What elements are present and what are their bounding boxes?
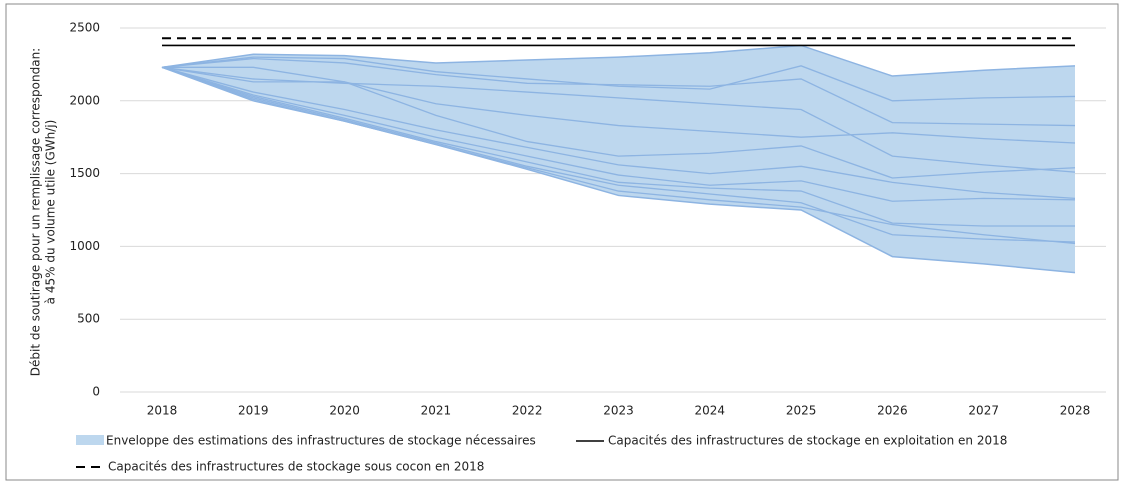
- scenario-line: [161, 56, 1076, 102]
- x-tick-label: 2024: [695, 404, 726, 418]
- x-tick-label: 2018: [147, 404, 178, 418]
- scenario-line: [161, 66, 1076, 200]
- scenario-line: [161, 66, 1076, 179]
- x-tick-label: 2020: [329, 404, 360, 418]
- x-tick-label: 2028: [1060, 404, 1091, 418]
- scenario-line: [161, 66, 1075, 227]
- y-tick-label: 0: [92, 385, 100, 399]
- y-tick-label: 2500: [69, 21, 100, 35]
- x-tick-label: 2021: [421, 404, 452, 418]
- y-axis-title-line: à 45% du volume utile (GWh/j): [44, 120, 58, 305]
- legend-label: Enveloppe des estimations des infrastruc…: [106, 434, 536, 448]
- y-axis-title: Débit de soutirage pour un remplissage c…: [29, 48, 58, 376]
- x-tick-label: 2019: [238, 404, 269, 418]
- scenario-line: [161, 66, 1076, 243]
- y-tick-label: 500: [77, 312, 100, 326]
- y-tick-label: 1500: [69, 166, 100, 180]
- legend-label: Capacités des infrastructures de stockag…: [108, 460, 484, 474]
- x-tick-label: 2025: [786, 404, 817, 418]
- x-tick-label: 2023: [603, 404, 634, 418]
- y-axis-title-line: Débit de soutirage pour un remplissage c…: [29, 48, 43, 376]
- envelope-upper-edge: [161, 44, 1076, 77]
- y-tick-label: 1000: [69, 239, 100, 253]
- scenario-line: [161, 57, 1076, 127]
- x-tick-label: 2026: [877, 404, 908, 418]
- y-tick-label: 2000: [69, 93, 100, 107]
- x-tick-label: 2022: [512, 404, 543, 418]
- scenario-line: [162, 66, 1076, 144]
- legend-label: Capacités des infrastructures de stockag…: [608, 434, 1007, 448]
- x-tick-label: 2027: [968, 404, 999, 418]
- scenario-line: [161, 66, 1076, 202]
- envelope-lower-edge: [161, 66, 1076, 274]
- legend-swatch: [76, 435, 104, 445]
